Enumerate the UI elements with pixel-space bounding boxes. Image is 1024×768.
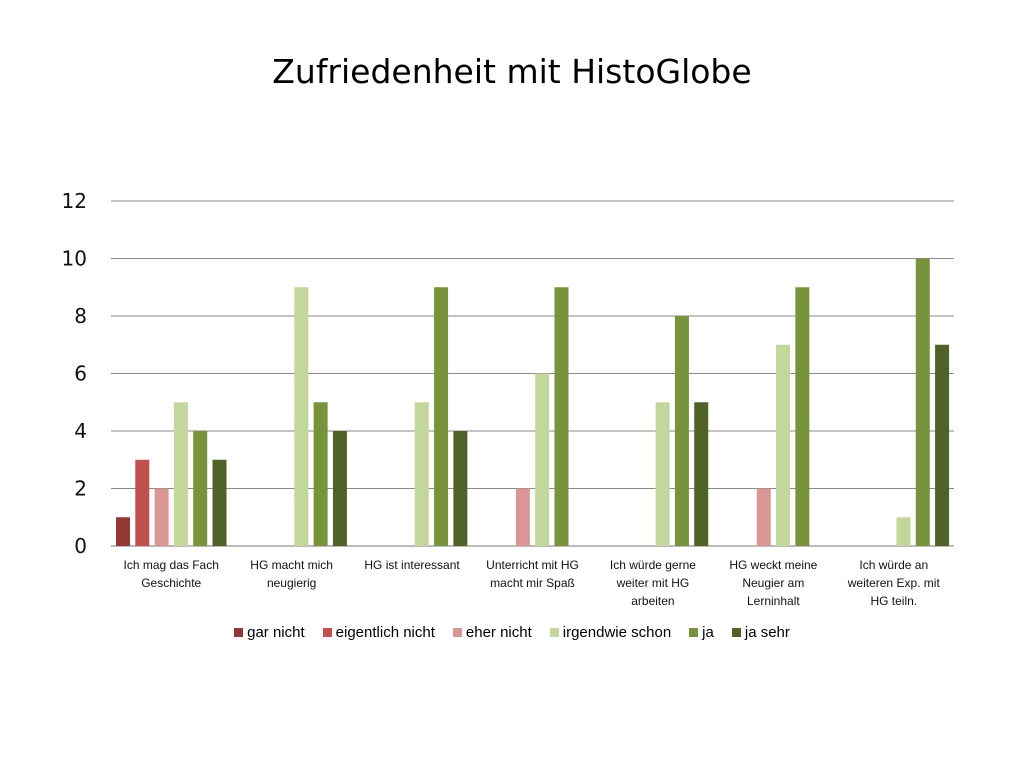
legend-swatch — [689, 628, 699, 637]
x-category-label-line: HG weckt meine — [729, 558, 818, 572]
x-category-label: Ich mag das Fach Geschichte — [112, 556, 230, 592]
bar-ja — [915, 258, 930, 546]
bar-ja — [554, 287, 569, 546]
bar-irgendwie-schon — [294, 287, 309, 546]
x-category-label-line: HG macht mich — [250, 558, 333, 572]
x-category-label-line: macht mir Spaß — [490, 576, 575, 590]
legend-item: gar nicht — [234, 624, 305, 641]
x-category-label-line: Ich würde gerne — [609, 558, 696, 572]
x-category-label-line: Ich mag das Fach — [123, 558, 219, 572]
x-category-label-line: weiteren Exp. mit — [847, 576, 940, 590]
bar-ja-sehr — [453, 431, 468, 546]
bar-gar-nicht — [116, 517, 130, 546]
bar-ja — [674, 316, 689, 546]
bar-ja — [434, 287, 449, 546]
x-category-label-line: Lerninhalt — [746, 594, 800, 608]
bar-eher-nicht — [154, 488, 169, 546]
legend-item: ja — [689, 624, 714, 641]
legend-item: eher nicht — [452, 624, 532, 641]
x-category-label: HG ist interessant — [353, 556, 471, 574]
bar-irgendwie-schon — [535, 373, 550, 546]
x-category-label: HG macht mich neugierig — [233, 556, 351, 592]
y-tick-label: 10 — [62, 247, 87, 271]
x-category-label-line: HG ist interessant — [364, 558, 460, 572]
bar-irgendwie-schon — [173, 402, 188, 546]
legend-label: eigentlich nicht — [335, 624, 435, 641]
bar-ja — [795, 287, 810, 546]
bar-eigentlich-nicht — [135, 459, 150, 546]
bar-irgendwie-schon — [414, 402, 429, 546]
x-category-label-line: neugierig — [266, 576, 317, 590]
legend-item: ja sehr — [731, 624, 790, 641]
bar-eher-nicht — [515, 488, 530, 546]
bar-eher-nicht — [756, 488, 771, 546]
legend-swatch — [234, 628, 244, 637]
x-category-label-line: Geschichte — [141, 576, 202, 590]
legend-swatch — [731, 628, 741, 637]
bar-ja-sehr — [694, 402, 709, 546]
legend-swatch — [322, 628, 332, 637]
legend-swatch — [452, 628, 462, 637]
legend-label: gar nicht — [247, 624, 305, 641]
legend-label: ja — [702, 624, 714, 641]
y-tick-label: 2 — [74, 477, 87, 501]
bar-irgendwie-schon — [776, 344, 791, 546]
legend-label: ja sehr — [744, 624, 790, 641]
bar-ja-sehr — [332, 431, 347, 546]
x-category-label: Unterricht mit HG macht mir Spaß — [474, 556, 592, 592]
y-tick-label: 6 — [74, 362, 87, 386]
y-tick-label: 12 — [62, 189, 87, 213]
x-category-label: Ich würde an weiteren Exp. mit HG teiln. — [835, 556, 953, 610]
bar-irgendwie-schon — [655, 402, 670, 546]
legend-label: eher nicht — [465, 624, 532, 641]
x-category-label-line: HG teiln. — [870, 594, 918, 608]
x-category-label-line: Neugier am — [742, 576, 805, 590]
bar-irgendwie-schon — [896, 517, 911, 546]
y-tick-label: 8 — [74, 304, 87, 328]
legend-item: irgendwie schon — [549, 624, 672, 641]
bar-ja-sehr — [935, 344, 950, 546]
bar-ja — [313, 402, 328, 546]
x-category-label-line: Unterricht mit HG — [486, 558, 579, 572]
y-tick-label: 4 — [74, 419, 87, 443]
chart-title: Zufriedenheit mit HistoGlobe — [272, 52, 752, 91]
x-category-label: HG weckt meine Neugier am Lerninhalt — [714, 556, 832, 610]
y-tick-label: 0 — [74, 534, 87, 558]
bar-ja — [193, 431, 208, 546]
x-category-label-line: weiter mit HG — [616, 576, 690, 590]
legend: gar nicht eigentlich nicht eher nicht irgen… — [0, 624, 1024, 641]
legend-item: eigentlich nicht — [322, 624, 435, 641]
x-category-label: Ich würde gerne weiter mit HG arbeiten — [594, 556, 712, 610]
x-category-label-line: arbeiten — [631, 594, 675, 608]
legend-swatch — [549, 628, 559, 637]
bar-ja-sehr — [212, 459, 227, 546]
legend-label: irgendwie schon — [562, 624, 672, 641]
x-category-label-line: Ich würde an — [859, 558, 929, 572]
